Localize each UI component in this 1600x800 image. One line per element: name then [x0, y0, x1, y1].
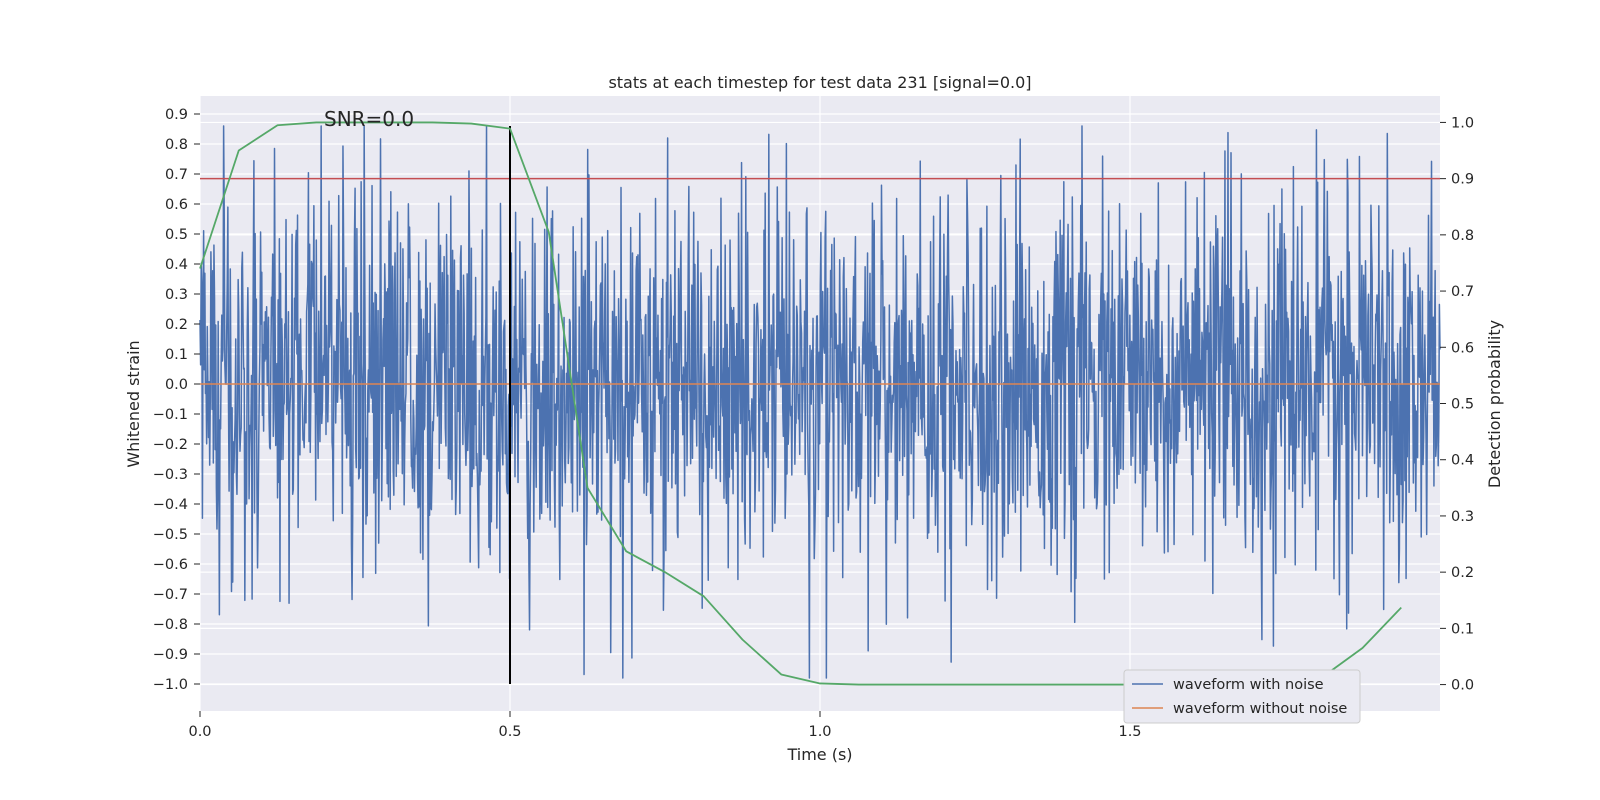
snr-annotation: SNR=0.0: [324, 107, 414, 131]
y-tick-label: 0.6: [165, 197, 188, 213]
axes: 0.9 0.8 0.7 0.6 0.5 0.4 0.3 0.2 0.1 0.0 −0.1 −0.2 −0…: [153, 107, 1474, 740]
y-axis-label: Whitened strain: [124, 340, 143, 467]
chart-title: stats at each timestep for test data 231…: [608, 73, 1031, 92]
y-right-tick-label: 0.2: [1451, 565, 1474, 581]
y-tick-label: 0.5: [165, 227, 188, 243]
y-tick-label: −0.6: [153, 557, 188, 573]
x-tick-label: 0.0: [188, 724, 211, 740]
y-tick-label: −0.5: [153, 527, 188, 543]
y-tick-label: −0.9: [153, 647, 188, 663]
y-tick-label: 0.7: [165, 167, 188, 183]
y-tick-label: −0.1: [153, 407, 188, 423]
y-right-tick-label: 0.6: [1451, 340, 1474, 356]
y-right-tick-label: 0.3: [1451, 509, 1474, 525]
y-tick-label: 0.0: [165, 377, 188, 393]
y-right-tick-label: 1.0: [1451, 115, 1474, 131]
y-tick-label: −1.0: [153, 677, 188, 693]
y-tick-label: −0.4: [153, 497, 188, 513]
y-axis-right-label: Detection probability: [1485, 320, 1504, 488]
y-right-tick-label: 0.0: [1451, 678, 1474, 694]
y-right-tick-label: 0.5: [1451, 397, 1474, 413]
x-axis-label: Time (s): [786, 745, 852, 764]
y-tick-label: 0.8: [165, 137, 188, 153]
y-tick-label: 0.9: [165, 107, 188, 123]
y-tick-label: −0.3: [153, 467, 188, 483]
y-right-tick-label: 0.8: [1451, 228, 1474, 244]
y-tick-label: −0.8: [153, 617, 188, 633]
legend-label-waveform-without-noise: waveform without noise: [1173, 701, 1347, 717]
y-tick-label: 0.1: [165, 347, 188, 363]
y-tick-label: 0.4: [165, 257, 188, 273]
y-tick-label: −0.2: [153, 437, 188, 453]
x-tick-label: 1.0: [808, 724, 831, 740]
x-tick-label: 0.5: [498, 724, 521, 740]
y-right-tick-label: 0.9: [1451, 172, 1474, 188]
y-tick-label: −0.7: [153, 587, 188, 603]
legend-label-waveform-with-noise: waveform with noise: [1173, 677, 1324, 693]
y-right-tick-label: 0.1: [1451, 621, 1474, 637]
y-right-tick-label: 0.7: [1451, 284, 1474, 300]
legend-box: [1123, 669, 1361, 724]
y-tick-label: 0.3: [165, 287, 188, 303]
legend: waveform with noise waveform without noi…: [1123, 669, 1361, 724]
series-waveform-with-noise: [199, 125, 1441, 679]
y-right-tick-label: 0.4: [1451, 453, 1474, 469]
x-tick-label: 1.5: [1118, 724, 1141, 740]
y-tick-label: 0.2: [165, 317, 188, 333]
